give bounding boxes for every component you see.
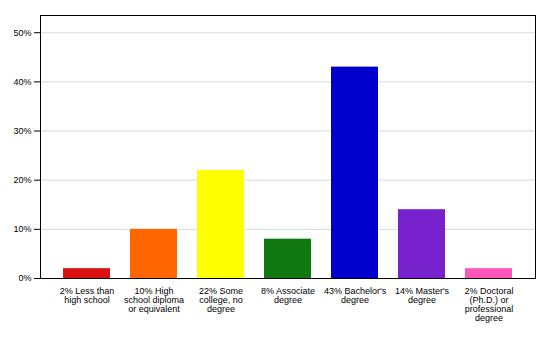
svg-text:8% Associatedegree: 8% Associatedegree <box>261 286 315 305</box>
svg-text:43% Bachelor'sdegree: 43% Bachelor'sdegree <box>324 286 387 305</box>
svg-text:22% Somecollege, nodegree: 22% Somecollege, nodegree <box>199 286 243 314</box>
svg-text:50%: 50% <box>13 28 31 38</box>
svg-text:30%: 30% <box>13 126 31 136</box>
svg-text:10% Highschool diplomaor equiv: 10% Highschool diplomaor equivalent <box>124 286 184 314</box>
svg-text:2% Doctoral(Ph.D.) orprofessio: 2% Doctoral(Ph.D.) orprofessionaldegree <box>464 286 513 323</box>
svg-text:2% Less thanhigh school: 2% Less thanhigh school <box>60 286 115 305</box>
svg-text:20%: 20% <box>13 175 31 185</box>
svg-text:0%: 0% <box>18 273 31 283</box>
svg-text:40%: 40% <box>13 77 31 87</box>
svg-text:14% Master'sdegree: 14% Master'sdegree <box>395 286 450 305</box>
svg-text:10%: 10% <box>13 224 31 234</box>
